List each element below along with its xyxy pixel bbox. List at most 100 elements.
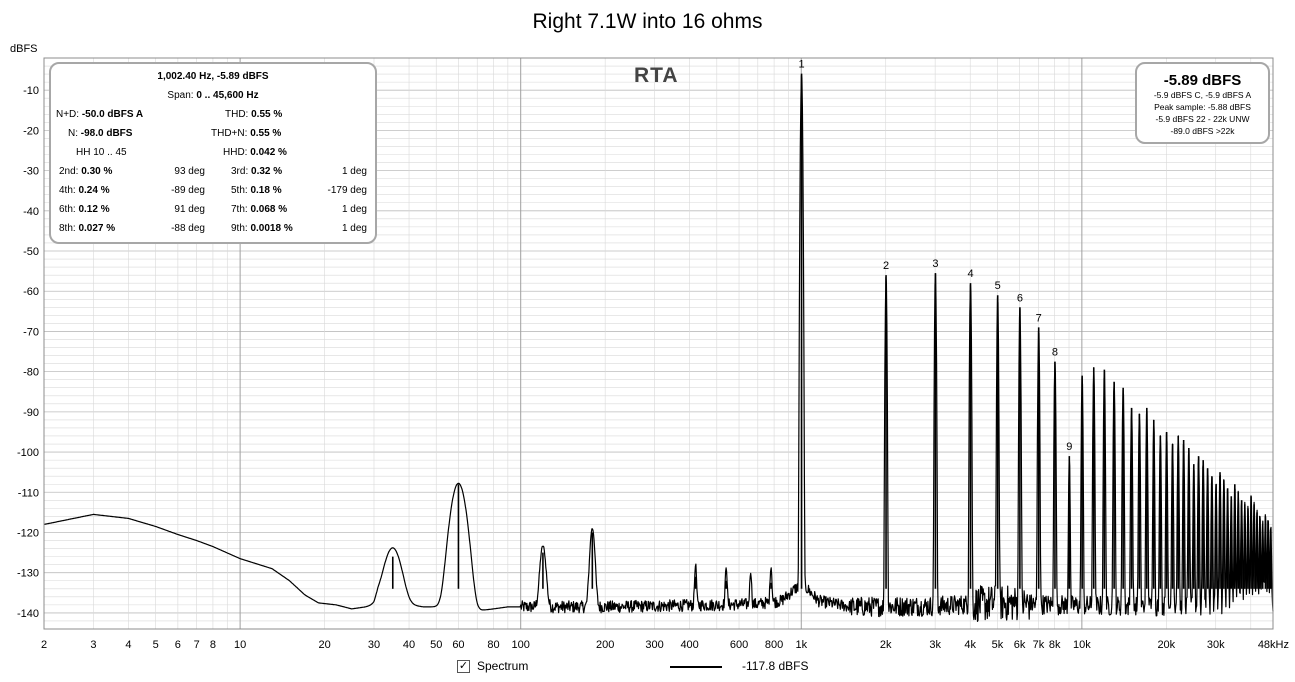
- harmonic-label: 9th:: [231, 223, 248, 234]
- y-tick-labels: -10 -20 -30 -40 -50 -60 -70 -80 -90 -100 -110 -120 -…: [17, 85, 39, 620]
- y-tick-label: -80: [23, 367, 39, 379]
- x-tick-label: 2k: [880, 639, 892, 651]
- legend-value: -117.8 dBFS: [742, 659, 809, 673]
- x-tick-label: 5k: [992, 639, 1004, 651]
- x-tick-label: 300: [645, 639, 663, 651]
- x-tick-label: 1k: [795, 639, 807, 651]
- x-tick-label: 4: [125, 639, 131, 651]
- x-tick-label: 800: [765, 639, 783, 651]
- x-tick-label: 5: [153, 639, 159, 651]
- x-tick-label: 4k: [964, 639, 976, 651]
- level-panel[interactable]: -5.89 dBFS -5.9 dBFS C, -5.9 dBFS A Peak…: [1135, 62, 1270, 144]
- y-tick-label: -70: [23, 326, 39, 338]
- x-tick-label: 100: [512, 639, 530, 651]
- x-tick-label: 40: [403, 639, 415, 651]
- harmonic-value: 0.027 %: [78, 223, 116, 234]
- nd-value: -50.0 dBFS A: [81, 109, 144, 120]
- x-tick-label: 7: [194, 639, 200, 651]
- x-tick-label: 80: [487, 639, 499, 651]
- x-tick-label: 8: [210, 639, 216, 651]
- hhd-value: 0.042 %: [250, 147, 287, 158]
- x-tick-label: 20: [318, 639, 330, 651]
- thd-label: THD:: [225, 109, 249, 120]
- harmonic-marker-label: 7: [1036, 312, 1042, 324]
- harmonic-marker-label: 8: [1052, 347, 1058, 359]
- stats-panel[interactable]: 1,002.40 Hz, -5.89 dBFS Span: 0 .. 45,60…: [49, 62, 377, 244]
- x-tick-labels: 2 3 4 5 6 7 8 10 20 30 40 50 60 80 100 200 300 400 600 800 1…: [41, 639, 1289, 651]
- harmonic-label: 6th:: [59, 204, 76, 215]
- x-tick-label: 400: [680, 639, 698, 651]
- harmonic-value: 0.12 %: [78, 204, 110, 215]
- x-tick-label: 3: [90, 639, 96, 651]
- x-tick-label: 10: [234, 639, 246, 651]
- level-line: -5.9 dBFS C, -5.9 dBFS A: [1153, 90, 1252, 100]
- x-tick-label: 2: [41, 639, 47, 651]
- span-value: 0 .. 45,600 Hz: [196, 90, 259, 101]
- y-tick-label: -100: [17, 447, 39, 459]
- y-tick-label: -120: [17, 527, 39, 539]
- x-tick-label: 20k: [1157, 639, 1175, 651]
- y-tick-label: -20: [23, 125, 39, 137]
- x-tick-label: 30k: [1207, 639, 1225, 651]
- harmonic-marker-label: 9: [1066, 441, 1072, 453]
- harmonic-value: 0.0018 %: [250, 223, 293, 234]
- level-main: -5.89 dBFS: [1163, 72, 1242, 89]
- harmonic-label: 5th:: [231, 185, 248, 196]
- harmonic-marker-label: 4: [967, 268, 973, 280]
- stats-header: 1,002.40 Hz, -5.89 dBFS: [157, 71, 269, 82]
- legend: ✓ Spectrum -117.8 dBFS: [0, 659, 1295, 677]
- harmonic-value: 0.32 %: [251, 166, 283, 177]
- x-tick-label: 10k: [1073, 639, 1091, 651]
- harmonic-phase: -88 deg: [171, 223, 205, 234]
- harmonic-phase: -89 deg: [171, 185, 205, 196]
- harmonic-phase: 91 deg: [174, 204, 205, 215]
- harmonic-phase: 93 deg: [174, 166, 205, 177]
- harmonic-markers: 1 2 3 4 5 6 7 8 9: [391, 59, 1272, 589]
- n-value: -98.0 dBFS: [80, 128, 133, 139]
- legend-line-swatch: [670, 666, 722, 668]
- rta-label: RTA: [634, 64, 679, 87]
- y-tick-label: -10: [23, 85, 39, 97]
- harmonic-label: 3rd:: [231, 166, 249, 177]
- y-tick-label: -130: [17, 568, 39, 580]
- y-tick-label: -50: [23, 246, 39, 258]
- harmonic-marker-label: 2: [883, 260, 889, 272]
- y-tick-label: -90: [23, 407, 39, 419]
- thdn-value: 0.55 %: [250, 128, 282, 139]
- harmonic-value: 0.18 %: [250, 185, 282, 196]
- y-tick-label: -140: [17, 608, 39, 620]
- x-tick-label: 7k: [1033, 639, 1045, 651]
- span-label: Span:: [167, 90, 194, 101]
- harmonic-label: 4th:: [59, 185, 76, 196]
- spectrum-checkbox-label[interactable]: Spectrum: [477, 659, 529, 673]
- plot-frame: [43, 57, 1274, 630]
- harmonic-phase: 1 deg: [341, 223, 367, 234]
- x-tick-label: 200: [596, 639, 614, 651]
- harmonic-value: 0.30 %: [81, 166, 113, 177]
- spectrum-trace: [43, 75, 1274, 622]
- x-tick-label: 30: [368, 639, 380, 651]
- spectrum-checkbox[interactable]: ✓: [457, 660, 470, 673]
- x-tick-label: 600: [730, 639, 748, 651]
- harmonic-value: 0.24 %: [78, 185, 110, 196]
- harmonic-label: 8th:: [59, 223, 76, 234]
- x-tick-label: 3k: [929, 639, 941, 651]
- harmonic-label: 2nd:: [59, 166, 79, 177]
- harmonic-value: 0.068 %: [250, 204, 288, 215]
- harmonic-phase: 1 deg: [341, 166, 367, 177]
- harmonic-marker-label: 6: [1017, 292, 1023, 304]
- x-tick-label: 6k: [1014, 639, 1026, 651]
- y-axis-label: dBFS: [10, 43, 38, 55]
- level-line: Peak sample: -5.88 dBFS: [1154, 102, 1251, 112]
- n-label: N:: [68, 128, 78, 139]
- y-tick-label: -110: [18, 487, 39, 499]
- harmonic-phase: -179 deg: [327, 185, 367, 196]
- chart-title: Right 7.1W into 16 ohms: [532, 10, 763, 33]
- x-tick-label: 6: [175, 639, 181, 651]
- x-tick-label: 48kHz: [1258, 639, 1289, 651]
- x-tick-label: 8k: [1049, 639, 1061, 651]
- y-tick-label: -30: [23, 166, 39, 178]
- level-line: -5.9 dBFS 22 - 22k UNW: [1155, 114, 1250, 124]
- harmonic-phase: 1 deg: [341, 204, 367, 215]
- harmonic-marker-label: 5: [995, 280, 1001, 292]
